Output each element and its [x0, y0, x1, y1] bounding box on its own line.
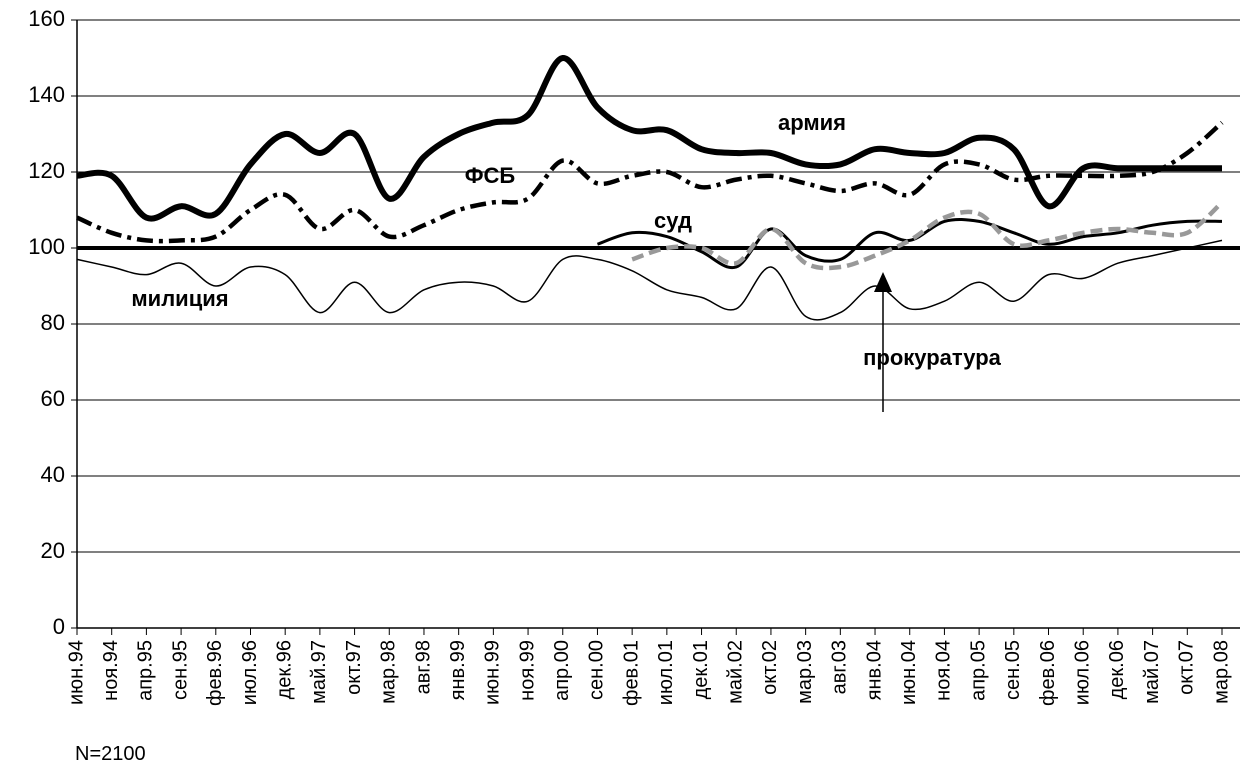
series-label: прокуратура	[863, 345, 1002, 370]
x-tick-label: июн.04	[898, 640, 920, 705]
x-tick-label: мар.98	[378, 640, 400, 704]
arrow-head	[874, 272, 892, 292]
x-tick-label: янв.99	[447, 640, 469, 700]
x-tick-label: июн.99	[482, 640, 504, 705]
series-label: ФСБ	[465, 163, 516, 188]
y-tick-label: 80	[41, 310, 65, 335]
x-tick-label: авг.03	[829, 640, 851, 694]
x-tick-label: сен.05	[1002, 640, 1024, 700]
x-tick-label: ноя.99	[516, 640, 538, 701]
x-tick-label: мар.08	[1210, 640, 1232, 704]
x-tick-label: май.02	[725, 640, 747, 704]
x-tick-label: окт.07	[1176, 640, 1198, 695]
x-tick-label: фев.96	[204, 640, 226, 706]
x-tick-label: дек.06	[1106, 640, 1128, 699]
x-tick-label: июл.01	[655, 640, 677, 705]
y-tick-label: 120	[28, 158, 65, 183]
x-tick-label: апр.05	[967, 640, 989, 701]
y-tick-label: 60	[41, 386, 65, 411]
x-tick-label: дек.01	[690, 640, 712, 699]
series-line	[631, 200, 1224, 271]
series-label: суд	[654, 208, 692, 233]
series-line	[76, 239, 1223, 321]
x-tick-label: ноя.94	[100, 640, 122, 701]
x-tick-label: сен.95	[169, 640, 191, 700]
series-label: армия	[778, 110, 846, 135]
x-tick-label: фев.01	[620, 640, 642, 706]
y-tick-label: 20	[41, 538, 65, 563]
x-tick-label: июл.06	[1071, 640, 1093, 705]
x-tick-label: июн.94	[65, 640, 87, 705]
y-tick-label: 160	[28, 6, 65, 31]
y-tick-label: 140	[28, 82, 65, 107]
series-line	[76, 120, 1224, 244]
x-tick-label: авг.98	[412, 640, 434, 694]
x-tick-label: сен.00	[586, 640, 608, 700]
y-tick-label: 0	[53, 614, 65, 639]
x-tick-label: апр.95	[135, 640, 157, 701]
x-tick-label: окт.97	[343, 640, 365, 695]
x-tick-label: апр.00	[551, 640, 573, 701]
x-tick-label: ноя.04	[933, 640, 955, 701]
x-tick-label: июл.96	[239, 640, 261, 705]
x-tick-label: май.07	[1141, 640, 1163, 704]
series-label: милиция	[131, 286, 228, 311]
x-tick-label: окт.02	[759, 640, 781, 695]
y-tick-label: 40	[41, 462, 65, 487]
x-tick-label: янв.04	[863, 640, 885, 700]
series-line	[76, 55, 1222, 222]
y-tick-label: 100	[28, 234, 65, 259]
x-tick-label: дек.96	[273, 640, 295, 699]
note: N=2100	[75, 743, 146, 765]
x-tick-label: фев.06	[1037, 640, 1059, 706]
series-line	[596, 217, 1223, 270]
x-tick-label: май.97	[308, 640, 330, 704]
x-tick-label: мар.03	[794, 640, 816, 704]
